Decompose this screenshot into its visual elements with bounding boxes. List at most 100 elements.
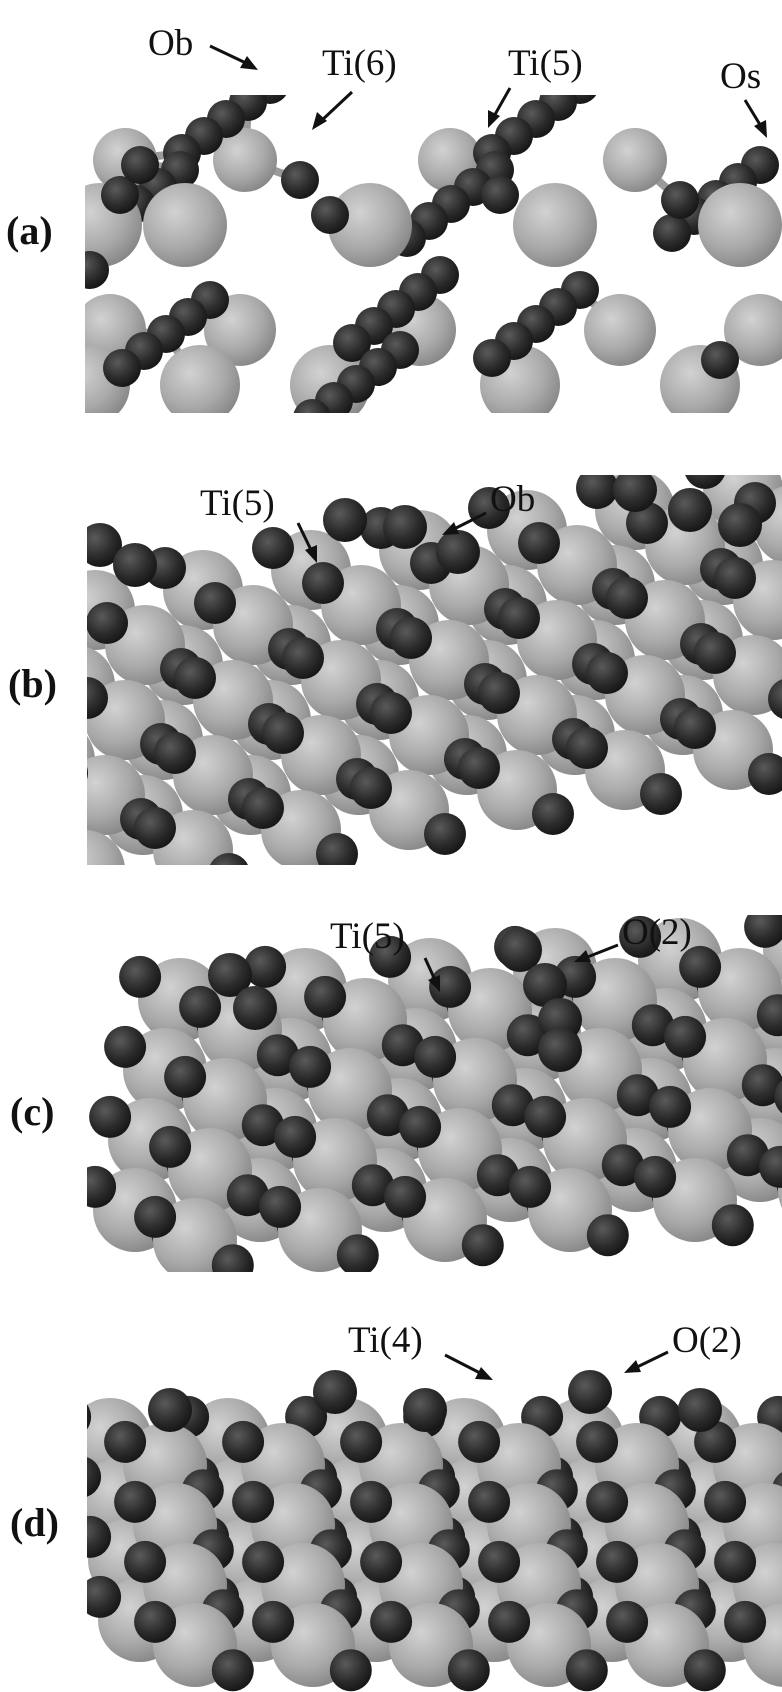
oxygen-atom: [613, 475, 657, 512]
oxygen-atom: [174, 657, 216, 699]
oxygen-atom: [478, 672, 520, 714]
oxygen-atom: [774, 1080, 782, 1114]
oxygen-atom: [316, 833, 358, 865]
oxygen-atom: [154, 732, 196, 774]
oxygen-atom: [119, 955, 162, 998]
bond: [87, 776, 94, 788]
oxygen-atom: [606, 577, 648, 619]
arrow-ti5-b: [296, 522, 314, 553]
titanium-atom: [87, 736, 95, 784]
arrowhead-ti6: [312, 112, 327, 130]
oxygen-atom: [233, 986, 277, 1030]
oxygen-atom: [252, 1600, 295, 1643]
annotation-o2-d: O(2): [672, 1320, 742, 1361]
oxygen-atom: [124, 1540, 167, 1583]
oxygen-atom: [649, 1085, 692, 1128]
oxygen-atom: [114, 1480, 157, 1523]
oxygen-atom: [509, 1165, 552, 1208]
oxygen-atom: [302, 562, 344, 604]
oxygen-atom: [414, 1035, 457, 1078]
arrow-ob-b: [451, 511, 487, 532]
oxygen-atom: [313, 1370, 357, 1414]
oxygen-atom: [244, 945, 287, 988]
oxygen-atom: [447, 1649, 490, 1692]
oxygen-atom: [336, 1234, 379, 1272]
oxygen-atom: [100, 873, 142, 915]
oxygen-atom: [538, 1028, 582, 1072]
oxygen-atom: [87, 1457, 102, 1497]
bond: [0, 813, 35, 835]
oxygen-atom: [360, 1540, 403, 1583]
oxygen-atom: [468, 1480, 511, 1523]
oxygen-atom: [653, 214, 691, 252]
oxygen-atom: [87, 1404, 92, 1430]
arrowhead-ti4: [475, 1367, 493, 1380]
titanium-atom: [584, 294, 656, 366]
oxygen-atom: [366, 1094, 409, 1137]
oxygen-atom: [424, 813, 466, 855]
oxygen-atom: [370, 1600, 413, 1643]
oxygen-atom: [311, 196, 349, 234]
panel-d-structure: [87, 1370, 782, 1692]
titanium-atom: [160, 345, 240, 413]
oxygen-atom: [718, 503, 762, 547]
panel-b-label: (b): [8, 661, 57, 706]
oxygen-atom: [87, 1575, 122, 1618]
oxygen-atom: [134, 1195, 177, 1238]
bond: [55, 760, 67, 773]
panel-a-label: (a): [6, 208, 53, 253]
oxygen-atom: [726, 1134, 769, 1177]
oxygen-atom: [704, 1480, 747, 1523]
oxygen-atom: [631, 1004, 674, 1047]
annotation-os: Os: [720, 56, 761, 97]
oxygen-atom: [208, 953, 252, 997]
oxygen-atom: [281, 161, 319, 199]
arrow-os: [743, 99, 764, 129]
panel-b-annotations: Ti(5) Ob: [200, 479, 535, 563]
arrow-ob: [209, 44, 249, 66]
oxygen-atom: [148, 1388, 192, 1432]
bond: [71, 859, 85, 870]
bond: [35, 835, 47, 848]
oxygen-atom: [351, 1164, 394, 1207]
oxygen-atom: [350, 1480, 393, 1523]
oxygen-atom: [701, 341, 739, 379]
oxygen-atom: [381, 1024, 424, 1067]
titanium-atom: [0, 795, 75, 875]
arrowhead-ob: [240, 56, 258, 70]
bond: [47, 848, 85, 870]
oxygen-atom: [694, 632, 736, 674]
oxygen-atom: [113, 543, 157, 587]
oxygen-atom: [748, 753, 782, 795]
oxygen-atom: [741, 1064, 782, 1107]
oxygen-atom: [711, 1204, 754, 1247]
oxygen-atom: [104, 1025, 147, 1068]
oxygen-atom: [601, 1144, 644, 1187]
oxygen-atom: [194, 582, 236, 624]
oxygen-atom: [576, 1420, 619, 1463]
arrowhead-o2-c: [574, 950, 591, 962]
oxygen-atom: [674, 707, 716, 749]
oxygen-atom: [532, 793, 574, 835]
oxygen-atom: [586, 652, 628, 694]
oxygen-atom: [586, 1214, 629, 1257]
oxygen-atom: [586, 1480, 629, 1523]
oxygen-atom: [87, 677, 108, 719]
oxygen-atom: [576, 475, 618, 509]
oxygen-atom: [403, 1388, 447, 1432]
oxygen-atom: [399, 1105, 442, 1148]
oxygen-atom: [211, 1244, 254, 1272]
oxygen-atom: [289, 1045, 332, 1088]
oxygen-atom: [87, 523, 122, 567]
oxygen-atom: [333, 324, 371, 362]
oxygen-atom: [518, 522, 560, 564]
oxygen-atom: [498, 928, 542, 972]
oxygen-atom: [242, 1540, 285, 1583]
annotation-ti5-c: Ti(5): [330, 916, 405, 957]
annotation-ob: Ob: [148, 23, 193, 64]
oxygen-atom: [179, 985, 222, 1028]
oxygen-atom: [149, 1125, 192, 1168]
bond: [85, 870, 121, 894]
oxygen-atom: [350, 767, 392, 809]
